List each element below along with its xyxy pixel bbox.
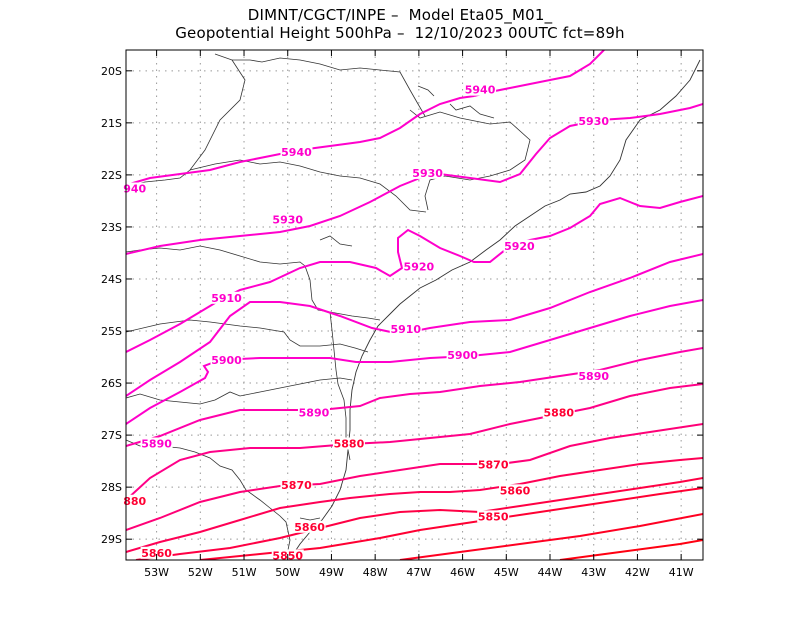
contour-label-bg	[477, 458, 510, 471]
lat-tick-label: 27S	[101, 429, 122, 442]
contour-label-bg	[122, 182, 148, 195]
contour-label: 5880	[334, 438, 365, 451]
lon-tick-label: 51W	[232, 566, 257, 579]
contour-label-bg	[140, 437, 173, 450]
contour-labels: 5940 5940 940 5930 5930 5930 5920 5920 5910 5910 5…	[122, 83, 610, 562]
lon-tick-label: 42W	[625, 566, 650, 579]
contour-label: 5890	[578, 370, 609, 383]
contour-label-bg	[577, 369, 610, 382]
lat-tick-label: 28S	[101, 481, 122, 494]
contour-label: 5910	[211, 292, 242, 305]
contour-label-bg	[446, 349, 479, 362]
lat-tick-label: 21S	[101, 117, 122, 130]
lon-tick-label: 52W	[188, 566, 213, 579]
contour-label: 880	[123, 495, 146, 508]
contour-label-bg	[503, 239, 536, 252]
axis-ticks: 20S 21S 22S 23S 24S 25S 26S 27S 28S 29S 53W 52W 51W 5…	[101, 50, 703, 579]
lon-tick-label: 44W	[538, 566, 563, 579]
contour-label: 5900	[211, 354, 242, 367]
lon-tick-label: 49W	[319, 566, 344, 579]
lat-tick-label: 26S	[101, 377, 122, 390]
lat-tick-label: 20S	[101, 65, 122, 78]
map-frame	[125, 49, 704, 561]
lon-tick-label: 47W	[406, 566, 431, 579]
contour-label: 5860	[141, 547, 172, 560]
map-title-line2: Geopotential Height 500hPa – 12/10/2023 …	[175, 24, 625, 42]
contour-label: 5920	[404, 261, 435, 274]
contour-label-bg	[332, 437, 365, 450]
contour-label: 5870	[281, 479, 312, 492]
contour-lines	[126, 50, 703, 560]
lon-tick-label: 53W	[144, 566, 169, 579]
contour-label-bg	[293, 520, 326, 533]
contour-label: 940	[123, 183, 146, 196]
contour-label: 5890	[299, 406, 330, 419]
lon-tick-label: 48W	[363, 566, 388, 579]
contour-label: 5870	[478, 458, 509, 471]
contour-label: 5940	[281, 146, 312, 159]
contour-label: 5940	[465, 84, 496, 97]
contour-label: 5890	[141, 438, 172, 451]
contour-label-bg	[210, 354, 243, 367]
contour-label: 5880	[543, 406, 574, 419]
contour-label-bg	[542, 406, 575, 419]
lat-tick-label: 25S	[101, 325, 122, 338]
lat-tick-label: 29S	[101, 533, 122, 546]
contour-label-bg	[411, 166, 444, 179]
lon-tick-label: 46W	[450, 566, 475, 579]
contour-label-bg	[122, 494, 148, 507]
contour-label-bg	[210, 291, 243, 304]
lon-tick-label: 43W	[581, 566, 606, 579]
contour-label-bg	[280, 479, 313, 492]
contour-label-bg	[499, 484, 532, 497]
contour-label-bg	[140, 546, 173, 559]
contour-label-bg	[271, 213, 304, 226]
contour-label-bg	[402, 260, 435, 273]
contour-label-bg	[297, 406, 330, 419]
contour-label-bg	[280, 146, 313, 159]
contour-label: 5860	[500, 484, 531, 497]
contour-label: 5910	[390, 323, 421, 336]
coastline-borders	[126, 53, 701, 560]
contour-label: 5930	[412, 167, 443, 180]
contour-label-bg	[464, 83, 497, 96]
contour-label: 5920	[504, 240, 535, 253]
contour-label: 5900	[447, 349, 478, 362]
lat-tick-label: 23S	[101, 221, 122, 234]
contour-label: 5930	[578, 115, 609, 128]
lon-tick-label: 45W	[494, 566, 519, 579]
map-title-line1: DIMNT/CGCT/INPE – Model Eta05_M01_	[247, 6, 553, 24]
contour-label-bg	[577, 114, 610, 127]
contour-label: 5860	[294, 521, 325, 534]
lon-tick-label: 41W	[669, 566, 694, 579]
contour-label-bg	[389, 323, 422, 336]
contour-label-bg	[477, 510, 510, 523]
lat-tick-label: 22S	[101, 169, 122, 182]
contour-label: 5850	[478, 510, 509, 523]
lat-tick-label: 24S	[101, 273, 122, 286]
contour-label: 5930	[272, 214, 303, 227]
lon-tick-label: 50W	[275, 566, 300, 579]
